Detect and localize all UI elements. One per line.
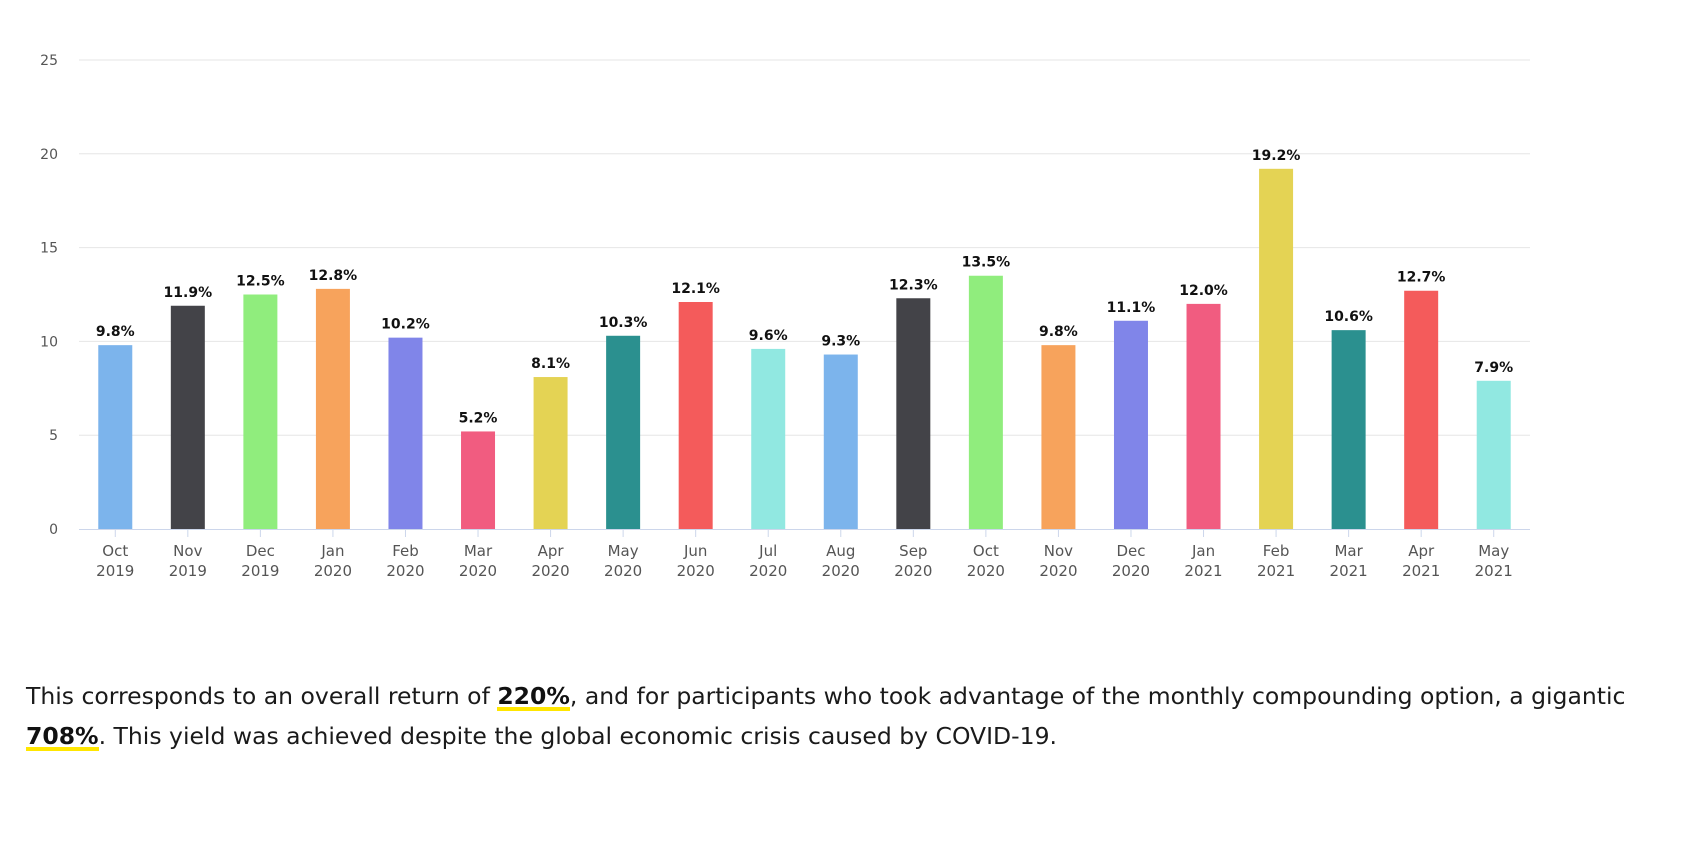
bar-data-label: 10.3% <box>599 315 648 331</box>
x-tick-label-year: 2019 <box>96 562 134 580</box>
bar <box>1041 345 1076 529</box>
y-tick-label: 0 <box>49 522 58 538</box>
bar <box>388 337 423 529</box>
y-tick-label: 15 <box>40 241 58 257</box>
bar-data-label: 9.8% <box>96 324 135 340</box>
bar-data-label: 12.5% <box>236 274 285 290</box>
bar-data-label: 9.3% <box>821 334 860 350</box>
y-tick-label: 20 <box>40 147 58 163</box>
x-tick-label-year: 2020 <box>531 562 569 580</box>
x-tick-label-year: 2021 <box>1402 562 1440 580</box>
x-tick-label-month: Oct <box>102 542 128 560</box>
bar <box>896 298 931 529</box>
x-tick-label-month: Aug <box>826 542 855 560</box>
caption-text-2: , and for participants who took advantag… <box>569 682 1626 710</box>
x-tick-label-month: Oct <box>973 542 999 560</box>
x-tick-label-year: 2019 <box>169 562 207 580</box>
bar-data-label: 12.8% <box>309 268 358 284</box>
bar <box>533 377 568 529</box>
bar <box>315 288 350 529</box>
x-tick-label-month: Apr <box>538 542 565 560</box>
bar-data-label: 11.9% <box>164 285 213 301</box>
bar-data-label: 10.6% <box>1324 309 1373 325</box>
x-tick-label-month: Jan <box>320 542 344 560</box>
x-tick-label-month: Sep <box>899 542 927 560</box>
bar <box>1186 303 1221 529</box>
x-tick-label-month: Apr <box>1408 542 1435 560</box>
x-tick-label-month: Feb <box>392 542 419 560</box>
x-tick-label-month: Nov <box>1044 542 1073 560</box>
x-tick-label-year: 2020 <box>1112 562 1150 580</box>
caption-paragraph: This corresponds to an overall return of… <box>26 676 1666 756</box>
x-tick-label-month: Mar <box>1334 542 1363 560</box>
x-tick-label-year: 2020 <box>1039 562 1077 580</box>
x-tick-label-year: 2021 <box>1184 562 1222 580</box>
bar-data-label: 8.1% <box>531 356 570 372</box>
bar <box>170 305 205 529</box>
x-tick-label-month: Mar <box>464 542 493 560</box>
bar <box>1113 320 1148 529</box>
bar <box>751 348 786 529</box>
bar-data-label: 12.1% <box>671 281 720 297</box>
bars <box>98 168 1511 530</box>
bar <box>606 335 641 529</box>
x-tick-label-month: Jun <box>683 542 707 560</box>
x-tick-label-month: Dec <box>1116 542 1145 560</box>
x-axis: Oct 2019 Nov 2019 Dec 2019 Jan 2020 Feb 2020 Mar 20… <box>79 529 1530 580</box>
x-tick-label-year: 2021 <box>1330 562 1368 580</box>
caption-text-3: . This yield was achieved despite the gl… <box>98 722 1058 750</box>
x-tick-label-year: 2020 <box>677 562 715 580</box>
y-axis: 0 5 10 15 20 25 <box>40 53 58 538</box>
bar-chart: 0 5 10 15 20 25 9.8% 11.9% 12.5% 12.8% 10.2% 5.2% 8… <box>40 53 1530 580</box>
grid-lines <box>79 59 1530 436</box>
bar-data-label: 7.9% <box>1474 360 1513 376</box>
highlight-compounding-return: 708% <box>26 722 99 752</box>
x-tick-label-year: 2021 <box>1475 562 1513 580</box>
bar <box>678 302 713 529</box>
y-tick-label: 25 <box>40 53 58 69</box>
x-tick-label-year: 2020 <box>314 562 352 580</box>
x-tick-label-month: Feb <box>1263 542 1290 560</box>
x-tick-label-year: 2020 <box>749 562 787 580</box>
x-tick-label-year: 2020 <box>967 562 1005 580</box>
bar <box>98 345 133 529</box>
x-tick-label-month: Dec <box>246 542 275 560</box>
x-tick-label-month: May <box>1478 542 1509 560</box>
bar-data-label: 12.0% <box>1179 283 1228 299</box>
bar-data-label: 9.8% <box>1039 324 1078 340</box>
x-tick-label-year: 2020 <box>604 562 642 580</box>
bar-data-label: 12.3% <box>889 277 938 293</box>
x-tick-label-year: 2020 <box>459 562 497 580</box>
bar <box>968 275 1003 529</box>
bar <box>461 431 496 529</box>
x-tick-label-year: 2020 <box>386 562 424 580</box>
x-tick-label-month: May <box>608 542 639 560</box>
bar <box>823 354 858 529</box>
bar <box>1476 380 1511 529</box>
y-tick-label: 10 <box>40 334 58 350</box>
x-tick-label-month: Nov <box>173 542 202 560</box>
x-tick-label-year: 2020 <box>822 562 860 580</box>
bar <box>1259 168 1294 530</box>
y-tick-label: 5 <box>49 428 58 444</box>
bar-data-label: 12.7% <box>1397 270 1446 286</box>
x-tick-label-year: 2021 <box>1257 562 1295 580</box>
bar-data-label: 13.5% <box>962 255 1011 271</box>
x-tick-label-year: 2020 <box>894 562 932 580</box>
bar <box>243 294 278 529</box>
bar-data-label: 10.2% <box>381 317 430 333</box>
bar-data-label: 11.1% <box>1107 300 1156 316</box>
bar-data-label: 19.2% <box>1252 148 1301 164</box>
x-tick-label-month: Jul <box>758 542 777 560</box>
highlight-overall-return: 220% <box>497 682 570 712</box>
x-tick-label-month: Jan <box>1191 542 1215 560</box>
bar <box>1331 330 1366 529</box>
x-tick-label-year: 2019 <box>241 562 279 580</box>
caption-text-1: This corresponds to an overall return of <box>26 682 498 710</box>
bar <box>1404 290 1439 529</box>
data-labels: 9.8% 11.9% 12.5% 12.8% 10.2% 5.2% 8.1% 10.3% 12.… <box>96 148 1513 427</box>
bar-data-label: 5.2% <box>459 410 498 426</box>
bar-data-label: 9.6% <box>749 328 788 344</box>
